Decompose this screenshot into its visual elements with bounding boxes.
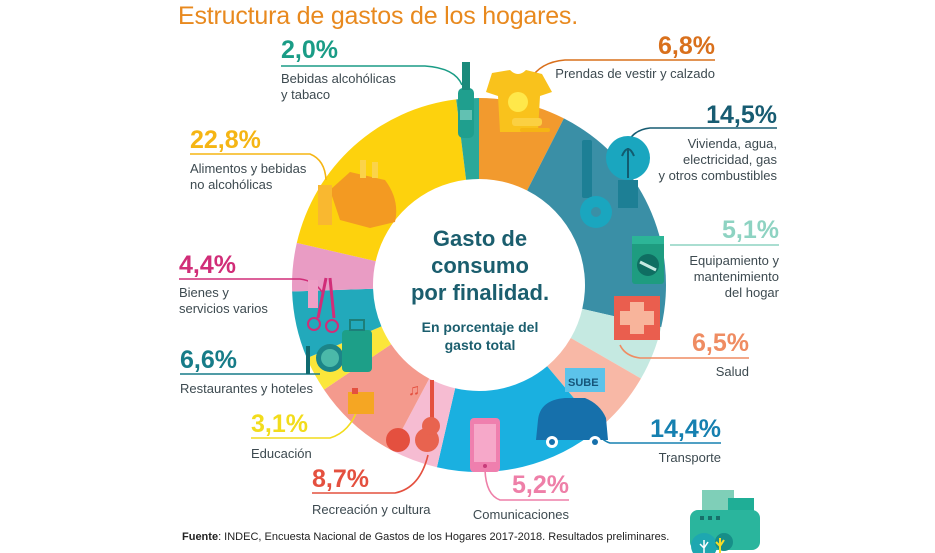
pct-bienes: 4,4% — [179, 251, 236, 279]
page-title: Estructura de gastos de los hogares. — [178, 2, 578, 30]
phone-icon — [470, 418, 500, 472]
pct-transporte: 14,4% — [650, 415, 721, 443]
washing-machine-icon — [632, 236, 664, 284]
desc-bebidas-1: Bebidas alcohólicas — [281, 71, 396, 86]
svg-text:♫: ♫ — [408, 382, 420, 399]
pct-alimentos: 22,8% — [190, 126, 261, 154]
guitar-icon: ♫ — [386, 380, 440, 452]
label-recreacion: 8,7% Recreación y cultura — [312, 466, 431, 518]
svg-text:SUBE: SUBE — [568, 377, 599, 389]
plate-suitcase-icon — [306, 319, 372, 374]
leader-line-comunicaciones — [484, 469, 569, 501]
car-icon: SUBE — [536, 368, 608, 448]
leader-line-alimentos — [190, 153, 327, 181]
center-subtitle: En porcentaje del gasto total — [380, 318, 580, 354]
desc-equipamiento-1: Equipamiento y — [689, 253, 779, 268]
desc-vivienda-2: electricidad, gas — [683, 152, 777, 167]
desc-transporte-1: Transporte — [658, 450, 721, 465]
center-title-line-2: consumo — [431, 253, 529, 278]
segment-recreacion — [323, 344, 430, 451]
label-transporte: 14,4% Transporte — [650, 416, 721, 466]
desc-educacion-1: Educación — [251, 446, 312, 461]
pct-educacion: 3,1% — [251, 410, 308, 438]
key-bulb-icon — [580, 136, 650, 228]
book-icon — [348, 388, 374, 414]
center-title-line-3: por finalidad. — [410, 280, 550, 305]
label-bebidas: 2,0% Bebidas alcohólicas y tabaco — [281, 37, 396, 103]
desc-bienes-1: Bienes y — [179, 285, 229, 300]
label-comunicaciones: 5,2% Comunicaciones — [473, 472, 569, 523]
label-restaurantes: 6,6% Restaurantes y hoteles — [180, 347, 313, 397]
center-subtitle-line-2: gasto total — [444, 337, 516, 353]
desc-equipamiento-2: mantenimiento — [693, 269, 779, 284]
pct-recreacion: 8,7% — [312, 465, 369, 493]
label-salud: 6,5% Salud — [692, 330, 749, 380]
leader-line-bebidas — [281, 65, 463, 86]
desc-comunicaciones-1: Comunicaciones — [472, 507, 569, 522]
center-subtitle-line-1: En porcentaje del — [421, 319, 539, 335]
segment-bienes — [292, 242, 376, 292]
label-vivienda: 14,5% Vivienda, agua, electricidad, gas … — [659, 102, 778, 184]
chicken-icon — [318, 160, 397, 228]
source-label: Fuente — [182, 531, 219, 543]
bottle-icon — [458, 62, 474, 138]
desc-bienes-2: servicios varios — [179, 301, 268, 316]
label-bienes: 4,4% Bienes y servicios varios — [179, 252, 268, 317]
medical-cross-icon — [614, 296, 660, 340]
pct-salud: 6,5% — [692, 329, 749, 357]
segment-icons: SUBE ♫ — [306, 62, 664, 472]
label-prendas: 6,8% Prendas de vestir y calzado — [555, 33, 715, 82]
desc-restaurantes-1: Restaurantes y hoteles — [180, 381, 313, 396]
label-educacion: 3,1% Educación — [251, 411, 312, 462]
scissors-icon — [307, 277, 339, 333]
leader-line-recreacion — [312, 454, 429, 494]
desc-equipamiento-3: del hogar — [724, 285, 779, 300]
desc-recreacion-1: Recreación y cultura — [312, 502, 431, 517]
center-title-line-1: Gasto de — [432, 226, 528, 251]
pct-prendas: 6,8% — [658, 32, 715, 60]
label-equipamiento: 5,1% Equipamiento y mantenimiento del ho… — [689, 217, 779, 301]
center-title: Gasto de consumo por finalidad. — [380, 225, 580, 306]
pct-equipamiento: 5,1% — [722, 216, 779, 244]
leader-line-salud — [619, 344, 749, 359]
desc-vivienda-3: y otros combustibles — [658, 168, 778, 183]
pct-vivienda: 14,5% — [706, 101, 777, 129]
desc-alimentos-2: no alcohólicas — [190, 177, 273, 192]
desc-salud-1: Salud — [715, 364, 749, 379]
label-alimentos: 22,8% Alimentos y bebidas no alcohólicas — [190, 127, 306, 193]
desc-prendas-1: Prendas de vestir y calzado — [555, 66, 715, 81]
desc-vivienda-1: Vivienda, agua, — [687, 136, 777, 151]
tshirt-icon — [486, 70, 552, 132]
pct-comunicaciones: 5,2% — [512, 471, 569, 499]
pct-bebidas: 2,0% — [281, 36, 338, 64]
buildings-illustration — [690, 490, 760, 553]
desc-bebidas-2: y tabaco — [281, 87, 331, 102]
desc-alimentos-1: Alimentos y bebidas — [190, 161, 307, 176]
source-note: Fuente: INDEC, Encuesta Nacional de Gast… — [182, 531, 669, 543]
pct-restaurantes: 6,6% — [180, 346, 237, 374]
source-text: : INDEC, Encuesta Nacional de Gastos de … — [218, 531, 670, 543]
